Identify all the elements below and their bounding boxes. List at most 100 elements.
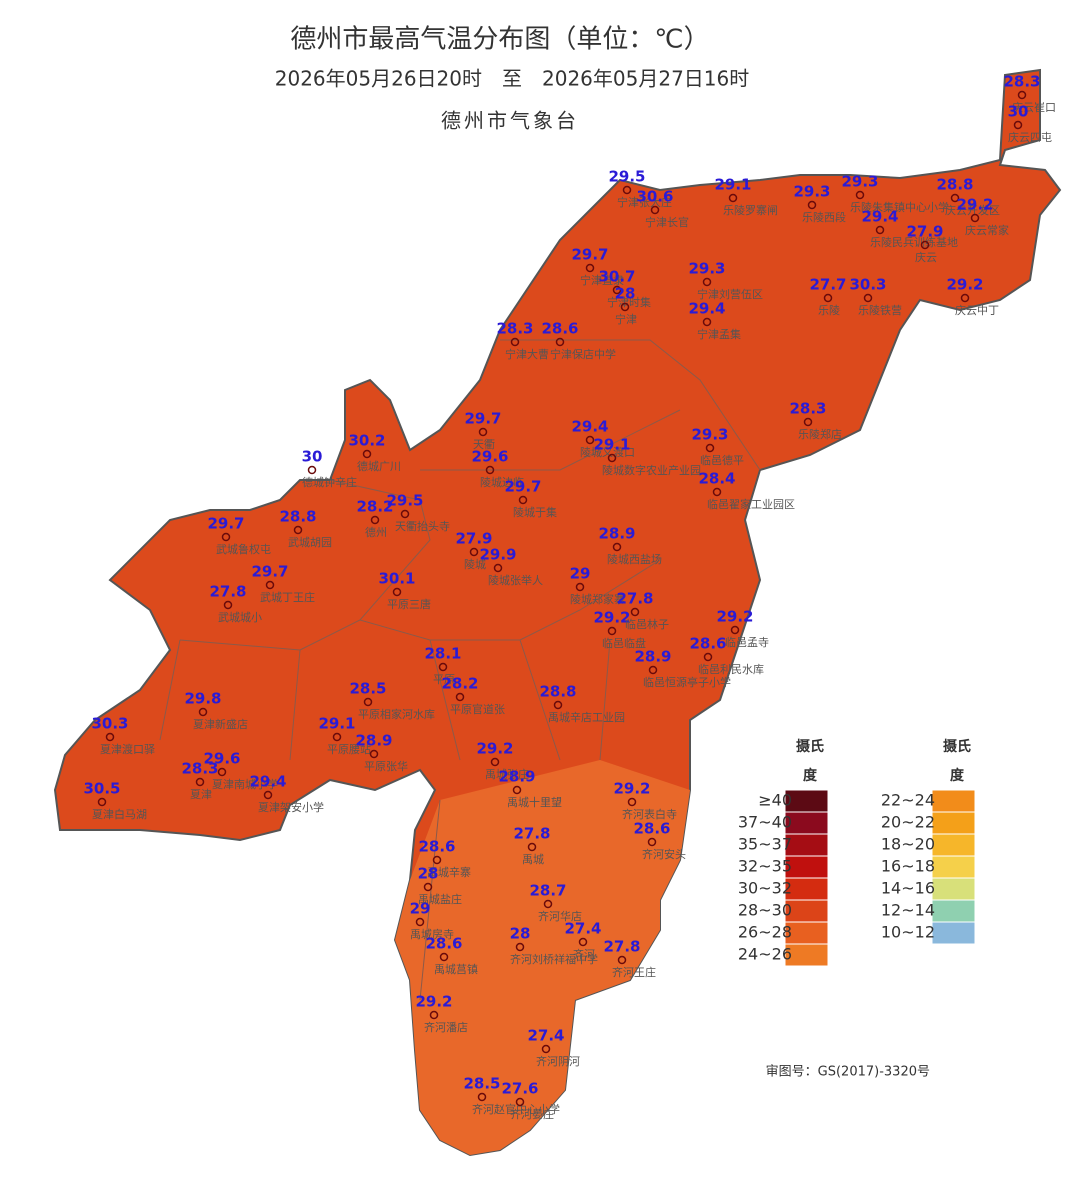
station-name: 平原相家河水库	[358, 707, 435, 721]
station-dot	[370, 515, 380, 525]
station-name: 陵城郑家寨	[570, 592, 625, 606]
subtitle: 2026年05月26日20时 至 2026年05月27日16时	[275, 67, 750, 91]
station-dot	[469, 547, 479, 557]
station-value: 27.8	[209, 583, 246, 601]
station-dot	[807, 200, 817, 210]
station-value: 28	[418, 865, 439, 883]
station-dot	[415, 917, 425, 927]
station-name: 平原张华	[364, 759, 408, 773]
station-value: 27.8	[513, 825, 550, 843]
station-dot	[960, 293, 970, 303]
station-name: 夏津白马湖	[92, 807, 147, 821]
station-name: 陵城边临	[480, 475, 524, 489]
station-value: 30	[1008, 103, 1029, 121]
station-dot	[622, 185, 632, 195]
station-dot	[221, 532, 231, 542]
legend-label: 35~37	[738, 835, 792, 854]
approval-number: 审图号：GS(2017)-3320号	[766, 1065, 930, 1080]
agency: 德州市气象台	[441, 109, 579, 133]
station-dot	[485, 465, 495, 475]
station-dot	[392, 587, 402, 597]
station-value: 29.1	[318, 715, 355, 733]
station-name: 宁津时集	[607, 295, 651, 309]
station-dot	[510, 337, 520, 347]
station-name: 陵城	[464, 558, 486, 571]
station-value: 28.6	[541, 320, 578, 338]
station-value: 28.6	[689, 635, 726, 653]
station-dot	[650, 205, 660, 215]
station-dot	[263, 790, 273, 800]
station-value: 29.5	[386, 492, 423, 510]
legend-swatch	[931, 833, 976, 857]
station-value: 27.7	[809, 276, 846, 294]
station-name: 禹城辛店工业园	[548, 710, 625, 724]
station-name: 齐河赵官中心小学	[472, 1102, 560, 1116]
station-dot	[543, 899, 553, 909]
station-name: 天衢抬头寺	[395, 519, 450, 533]
station-name: 乐陵郑店	[798, 427, 842, 441]
station-dot	[490, 757, 500, 767]
station-name: 乐陵西段	[802, 210, 846, 224]
station-dot	[585, 263, 595, 273]
station-name: 庆云常家	[965, 223, 1009, 237]
station-name: 齐河王庄	[612, 965, 656, 979]
station-dot	[578, 937, 588, 947]
legend-label: 26~28	[738, 923, 792, 942]
station-dot	[478, 427, 488, 437]
station-value: 28	[615, 285, 636, 303]
legend-label: 28~30	[738, 901, 792, 920]
legend-label: 22~24	[881, 791, 935, 810]
station-value: 27.4	[527, 1027, 564, 1045]
station-value: 28.2	[356, 498, 393, 516]
legend-swatch	[931, 811, 976, 835]
legend-label: 14~16	[881, 879, 935, 898]
station-dot	[705, 443, 715, 453]
station-name: 夏津南城小学	[212, 777, 278, 791]
station-name: 禹城十里望	[507, 795, 562, 809]
region	[53, 68, 1062, 1157]
legend-label: 32~35	[738, 857, 792, 876]
station-dot	[515, 1097, 525, 1107]
station-dot	[585, 435, 595, 445]
station-value: 28.1	[424, 645, 461, 663]
station-value: 27.8	[603, 938, 640, 956]
station-value: 28.9	[634, 648, 671, 666]
station-value: 29.4	[861, 208, 898, 226]
station-dot	[823, 293, 833, 303]
station-dot	[307, 465, 317, 475]
legend-title: 摄氏	[796, 738, 824, 755]
station-name: 宁津直隶	[580, 273, 624, 287]
station-name: 齐河华店	[538, 909, 582, 923]
legend-label: 24~26	[738, 945, 792, 964]
station-value: 29.1	[714, 176, 751, 194]
station-value: 29.7	[207, 515, 244, 533]
station-name: 禹城房寺	[410, 928, 454, 941]
station-dot	[541, 1044, 551, 1054]
station-dot	[712, 487, 722, 497]
station-dot	[702, 277, 712, 287]
station-value: 27.6	[501, 1080, 538, 1098]
station-dot	[730, 625, 740, 635]
map-title: 德州市最高气温分布图（单位：℃）	[290, 25, 709, 55]
station-value: 29.2	[593, 609, 630, 627]
station-value: 28.6	[425, 935, 462, 953]
station-dot	[607, 453, 617, 463]
station-name: 乐陵罗寨闸	[723, 203, 778, 217]
station-name: 武城城小	[218, 611, 262, 624]
station-dot	[493, 563, 503, 573]
station-name: 禹城辛寨	[427, 865, 471, 879]
station-name: 宁津孟集	[697, 327, 741, 341]
station-name: 陵城于集	[513, 505, 557, 519]
station-dot	[429, 1010, 439, 1020]
station-name: 齐河晏庄	[510, 1107, 554, 1121]
station-value: 29.3	[793, 183, 830, 201]
station-name: 临邑林子	[625, 617, 669, 631]
station-name: 宁津长官	[645, 215, 689, 229]
station-name: 临邑利民水库	[698, 662, 764, 676]
station-dot	[647, 837, 657, 847]
station-value: 29.6	[471, 448, 508, 466]
station-value: 28.8	[279, 508, 316, 526]
station-value: 28.8	[936, 176, 973, 194]
station-value: 29.7	[251, 563, 288, 581]
